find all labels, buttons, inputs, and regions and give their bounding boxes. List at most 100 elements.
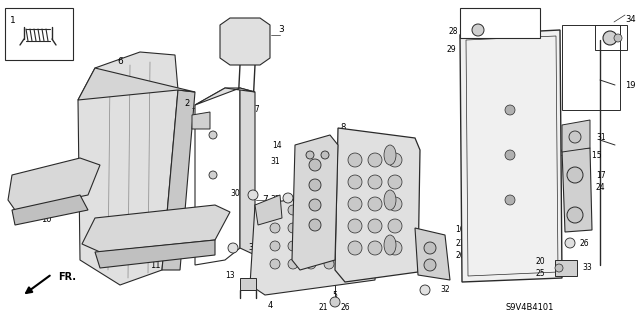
Circle shape bbox=[565, 238, 575, 248]
Circle shape bbox=[342, 205, 352, 215]
Polygon shape bbox=[250, 188, 380, 295]
Polygon shape bbox=[335, 128, 420, 282]
Text: 2: 2 bbox=[184, 100, 189, 108]
Text: 26: 26 bbox=[455, 251, 465, 261]
Text: — 15: — 15 bbox=[582, 151, 602, 160]
Circle shape bbox=[270, 223, 280, 233]
Circle shape bbox=[321, 151, 329, 159]
Polygon shape bbox=[220, 18, 270, 65]
Circle shape bbox=[209, 171, 217, 179]
Circle shape bbox=[209, 131, 217, 139]
Circle shape bbox=[348, 153, 362, 167]
Text: 14: 14 bbox=[273, 140, 282, 150]
Circle shape bbox=[424, 259, 436, 271]
Text: 33: 33 bbox=[582, 263, 592, 272]
Polygon shape bbox=[415, 228, 450, 280]
Circle shape bbox=[309, 179, 321, 191]
Circle shape bbox=[368, 219, 382, 233]
Polygon shape bbox=[78, 52, 178, 285]
Text: 22: 22 bbox=[578, 224, 588, 233]
Text: S9V4B4101: S9V4B4101 bbox=[506, 302, 554, 311]
Circle shape bbox=[614, 34, 622, 42]
Polygon shape bbox=[82, 205, 230, 252]
Polygon shape bbox=[240, 278, 256, 290]
Polygon shape bbox=[255, 195, 282, 225]
Bar bbox=[555, 260, 577, 276]
Polygon shape bbox=[460, 30, 562, 282]
Circle shape bbox=[348, 219, 362, 233]
Text: 28: 28 bbox=[449, 27, 458, 36]
Circle shape bbox=[309, 219, 321, 231]
Circle shape bbox=[248, 190, 258, 200]
Circle shape bbox=[306, 241, 316, 251]
Circle shape bbox=[424, 242, 436, 254]
Ellipse shape bbox=[384, 235, 396, 255]
Circle shape bbox=[368, 241, 382, 255]
Circle shape bbox=[388, 219, 402, 233]
Polygon shape bbox=[562, 148, 592, 232]
Circle shape bbox=[270, 205, 280, 215]
Circle shape bbox=[288, 241, 298, 251]
Text: 9: 9 bbox=[467, 8, 472, 17]
Circle shape bbox=[368, 153, 382, 167]
Circle shape bbox=[306, 259, 316, 269]
Text: 25: 25 bbox=[536, 269, 545, 278]
Polygon shape bbox=[12, 195, 88, 225]
Circle shape bbox=[505, 195, 515, 205]
Text: 31: 31 bbox=[270, 158, 280, 167]
Circle shape bbox=[306, 223, 316, 233]
Bar bbox=[5, 8, 73, 60]
Text: 3: 3 bbox=[278, 26, 284, 34]
Circle shape bbox=[270, 241, 280, 251]
Ellipse shape bbox=[384, 190, 396, 210]
Circle shape bbox=[330, 297, 340, 307]
Circle shape bbox=[220, 105, 230, 115]
Text: 6: 6 bbox=[117, 57, 123, 66]
Circle shape bbox=[270, 259, 280, 269]
Text: 32: 32 bbox=[270, 196, 280, 204]
Circle shape bbox=[472, 24, 484, 36]
Circle shape bbox=[388, 153, 402, 167]
Text: 30: 30 bbox=[230, 189, 240, 197]
Text: 23: 23 bbox=[455, 239, 465, 248]
Circle shape bbox=[388, 197, 402, 211]
Circle shape bbox=[228, 243, 238, 253]
Text: 20: 20 bbox=[536, 257, 545, 266]
Circle shape bbox=[567, 207, 583, 223]
Bar bbox=[460, 8, 540, 38]
Text: 5: 5 bbox=[333, 292, 337, 300]
Circle shape bbox=[324, 241, 334, 251]
Text: 13: 13 bbox=[225, 271, 235, 279]
Polygon shape bbox=[162, 90, 195, 270]
Polygon shape bbox=[195, 88, 240, 265]
Circle shape bbox=[348, 197, 362, 211]
Polygon shape bbox=[350, 188, 377, 214]
Text: 12: 12 bbox=[310, 196, 320, 204]
Polygon shape bbox=[240, 88, 255, 255]
Text: 34: 34 bbox=[625, 16, 636, 25]
Circle shape bbox=[555, 264, 563, 272]
Circle shape bbox=[306, 205, 316, 215]
Polygon shape bbox=[292, 135, 338, 270]
Text: 24: 24 bbox=[596, 183, 605, 192]
Circle shape bbox=[306, 151, 314, 159]
Bar bbox=[562, 25, 620, 110]
Text: 32: 32 bbox=[440, 286, 450, 294]
Bar bbox=[595, 25, 627, 50]
Polygon shape bbox=[8, 158, 100, 210]
Polygon shape bbox=[78, 68, 195, 100]
Text: 19: 19 bbox=[625, 80, 636, 90]
Text: 7: 7 bbox=[262, 196, 268, 204]
Circle shape bbox=[368, 197, 382, 211]
Circle shape bbox=[324, 205, 334, 215]
Polygon shape bbox=[562, 120, 590, 152]
Circle shape bbox=[603, 31, 617, 45]
Circle shape bbox=[342, 223, 352, 233]
Ellipse shape bbox=[384, 145, 396, 165]
Text: 4: 4 bbox=[268, 301, 273, 310]
Circle shape bbox=[388, 175, 402, 189]
Circle shape bbox=[288, 259, 298, 269]
Text: 21: 21 bbox=[318, 302, 328, 311]
Text: 1: 1 bbox=[10, 16, 16, 25]
Polygon shape bbox=[195, 88, 255, 105]
